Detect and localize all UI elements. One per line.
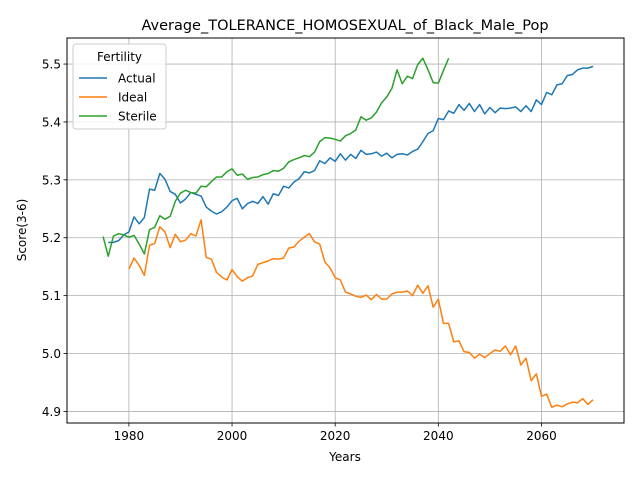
series-line-actual xyxy=(108,65,594,244)
x-axis-label: Years xyxy=(328,450,361,464)
y-tick-label: 4.9 xyxy=(42,405,61,419)
y-tick-label: 5.1 xyxy=(42,289,61,303)
x-tick-label: 2020 xyxy=(320,429,351,443)
x-tick-label: 2060 xyxy=(526,429,557,443)
legend: Fertility Actual Ideal Sterile xyxy=(72,43,167,130)
x-tick-label: 2000 xyxy=(217,429,248,443)
series-lines xyxy=(102,57,594,409)
chart-title: Average_TOLERANCE_HOMOSEXUAL_of_Black_Ma… xyxy=(141,18,548,34)
series-line-ideal xyxy=(128,219,594,409)
plot-frame xyxy=(66,37,625,424)
y-tick-label: 5.4 xyxy=(42,115,61,129)
y-axis-label: Score(3-6) xyxy=(15,199,29,262)
grid-lines xyxy=(67,38,624,423)
legend-box xyxy=(72,43,167,130)
y-tick-label: 5.0 xyxy=(42,347,61,361)
legend-label-actual: Actual xyxy=(118,72,156,86)
series-line-sterile xyxy=(102,57,450,258)
legend-label-ideal: Ideal xyxy=(118,91,147,105)
legend-title: Fertility xyxy=(97,50,142,64)
x-axis-ticks: 1980 2000 2020 2040 2060 xyxy=(114,423,557,443)
x-tick-label: 1980 xyxy=(114,429,145,443)
y-tick-label: 5.3 xyxy=(42,173,61,187)
y-tick-label: 5.2 xyxy=(42,231,61,245)
y-axis-ticks: 4.9 5.0 5.1 5.2 5.3 5.4 5.5 xyxy=(42,58,67,419)
legend-label-sterile: Sterile xyxy=(118,110,157,124)
y-tick-label: 5.5 xyxy=(42,58,61,72)
x-tick-label: 2040 xyxy=(423,429,454,443)
